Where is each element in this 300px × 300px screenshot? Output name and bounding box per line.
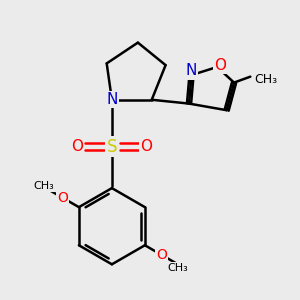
Text: S: S [106, 137, 117, 155]
Text: CH₃: CH₃ [167, 263, 188, 273]
Text: O: O [156, 248, 167, 262]
Text: O: O [57, 190, 68, 205]
Text: O: O [71, 139, 83, 154]
Text: O: O [214, 58, 226, 73]
Text: N: N [106, 92, 118, 107]
Text: CH₃: CH₃ [34, 182, 55, 191]
Text: CH₃: CH₃ [254, 73, 278, 86]
Text: N: N [185, 63, 196, 78]
Text: O: O [140, 139, 152, 154]
